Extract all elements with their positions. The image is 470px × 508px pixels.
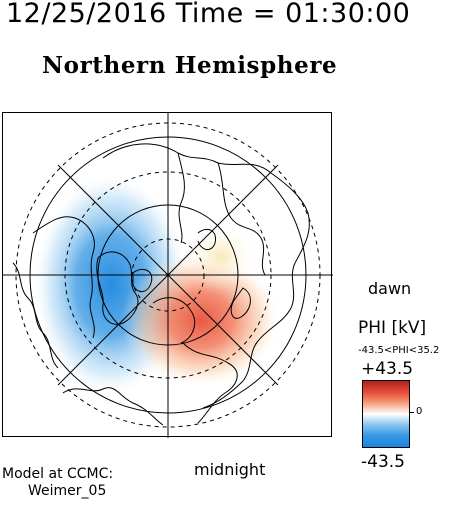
positive-potential-cell [121, 252, 281, 388]
longitude-meridians [3, 113, 333, 438]
model-label: Model at CCMC: [2, 466, 114, 482]
positive-potential-lobe [183, 222, 259, 290]
colorbar [362, 380, 410, 448]
model-name: Weimer_05 [28, 483, 107, 499]
colorbar-variable-label: PHI [kV] [358, 318, 427, 338]
colorbar-min-label: -43.5 [361, 452, 405, 472]
colorbar-zero-label: 0 [416, 406, 423, 417]
midnight-label: midnight [194, 460, 266, 479]
polar-map [2, 112, 333, 438]
coastlines [12, 143, 310, 426]
dawn-label: dawn [368, 279, 412, 298]
colorbar-range-label: -43.5<PHI<35.2 [358, 345, 440, 356]
timestamp: 12/25/2016 Time = 01:30:00 [6, 0, 411, 29]
hemisphere-title: Northern Hemisphere [42, 52, 338, 79]
colorbar-zero-tick [410, 412, 414, 413]
polar-map-canvas [3, 113, 333, 438]
colorbar-max-label: +43.5 [361, 359, 414, 379]
